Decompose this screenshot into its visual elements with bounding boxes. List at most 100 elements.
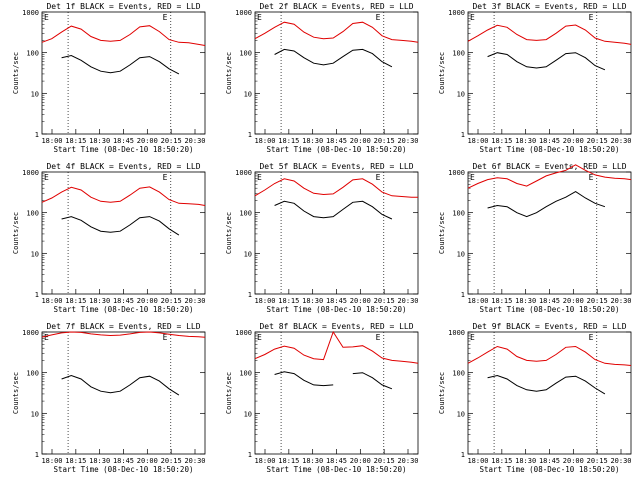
plot-frame xyxy=(467,331,632,455)
y-tick-label: 1000 xyxy=(448,9,465,17)
x-tick-label: 20:00 xyxy=(137,137,158,145)
x-axis-label: Start Time (08-Dec-10 18:50:20) xyxy=(480,465,620,474)
x-tick-label: 18:15 xyxy=(278,297,299,305)
panel-1: Det 1f BLACK = Events, RED = LLD E E 1 10 100… xyxy=(12,2,206,154)
x-tick-label: 18:45 xyxy=(539,457,560,465)
y-axis-label: Counts/sec xyxy=(438,212,446,254)
x-tick-label: 20:30 xyxy=(184,297,205,305)
marker-label: E xyxy=(470,173,475,182)
x-tick-label: 20:30 xyxy=(610,297,631,305)
x-axis-label: Start Time (08-Dec-10 18:50:20) xyxy=(54,465,194,474)
x-tick-label: 20:30 xyxy=(184,137,205,145)
y-tick-label: 1000 xyxy=(448,329,465,337)
x-tick-label: 20:30 xyxy=(397,457,418,465)
marker-label: E xyxy=(163,173,168,182)
panel-title: Det 6f BLACK = Events, RED = LLD xyxy=(472,162,626,171)
x-tick-label: 18:45 xyxy=(113,137,134,145)
events-series-line xyxy=(274,371,393,390)
y-tick-label: 1000 xyxy=(235,169,252,177)
x-tick-label: 20:15 xyxy=(161,457,182,465)
y-tick-label: 1000 xyxy=(235,329,252,337)
x-tick-label: 20:15 xyxy=(587,297,608,305)
marker-label: E xyxy=(44,333,49,342)
panel-title: Det 4f BLACK = Events, RED = LLD xyxy=(46,162,200,171)
x-axis-label: Start Time (08-Dec-10 18:50:20) xyxy=(267,465,407,474)
y-tick-label: 10 xyxy=(244,250,252,258)
panel-8: Det 8f BLACK = Events, RED = LLD E E 1 10 100… xyxy=(225,322,419,474)
lld-series-line xyxy=(467,24,632,45)
panel-4: Det 4f BLACK = Events, RED = LLD E E 1 10 100… xyxy=(12,162,206,314)
y-tick-label: 10 xyxy=(457,90,465,98)
y-tick-label: 10 xyxy=(457,250,465,258)
plot-frame xyxy=(467,11,632,135)
y-tick-label: 10 xyxy=(31,410,39,418)
y-axis-label: Counts/sec xyxy=(438,52,446,94)
y-axis-label: Counts/sec xyxy=(12,52,20,94)
y-tick-label: 1 xyxy=(35,291,39,299)
x-tick-label: 18:00 xyxy=(254,457,275,465)
x-tick-label: 18:30 xyxy=(302,297,323,305)
y-tick-label: 10 xyxy=(457,410,465,418)
y-tick-label: 1 xyxy=(248,291,252,299)
marker-label: E xyxy=(589,13,594,22)
y-tick-label: 1 xyxy=(248,451,252,459)
y-tick-label: 1000 xyxy=(22,329,39,337)
lld-series-line xyxy=(254,330,419,364)
x-axis-label: Start Time (08-Dec-10 18:50:20) xyxy=(54,305,194,314)
x-tick-label: 18:15 xyxy=(491,297,512,305)
lld-series-line xyxy=(467,345,632,366)
x-axis-label: Start Time (08-Dec-10 18:50:20) xyxy=(54,145,194,154)
marker-label: E xyxy=(376,173,381,182)
x-tick-label: 20:00 xyxy=(137,457,158,465)
events-series-line xyxy=(61,374,180,396)
events-series-line xyxy=(487,374,606,395)
panel-title: Det 2f BLACK = Events, RED = LLD xyxy=(259,2,413,11)
marker-label: E xyxy=(44,173,49,182)
marker-label: E xyxy=(589,173,594,182)
x-tick-label: 18:45 xyxy=(326,137,347,145)
panel-7: Det 7f BLACK = Events, RED = LLD E E 1 10 100… xyxy=(12,322,206,474)
y-tick-label: 1 xyxy=(461,291,465,299)
events-series-line xyxy=(61,54,180,75)
x-tick-label: 18:30 xyxy=(89,297,110,305)
x-tick-label: 20:30 xyxy=(184,457,205,465)
x-tick-label: 20:15 xyxy=(587,457,608,465)
plot-frame xyxy=(467,171,632,295)
y-axis-label: Counts/sec xyxy=(438,372,446,414)
x-tick-label: 20:00 xyxy=(563,297,584,305)
panel-title: Det 8f BLACK = Events, RED = LLD xyxy=(259,322,413,331)
y-tick-label: 10 xyxy=(31,90,39,98)
x-tick-label: 20:15 xyxy=(161,297,182,305)
y-axis-label: Counts/sec xyxy=(225,212,233,254)
plot-frame xyxy=(254,11,419,135)
y-tick-label: 1000 xyxy=(22,169,39,177)
events-series-line xyxy=(487,191,606,218)
x-tick-label: 20:15 xyxy=(161,137,182,145)
x-tick-label: 18:00 xyxy=(41,137,62,145)
x-tick-label: 18:00 xyxy=(254,137,275,145)
marker-label: E xyxy=(257,173,262,182)
x-tick-label: 20:30 xyxy=(397,137,418,145)
y-tick-label: 10 xyxy=(244,410,252,418)
x-tick-label: 18:30 xyxy=(515,297,536,305)
y-tick-label: 100 xyxy=(452,370,465,378)
lld-series-line xyxy=(41,25,206,46)
lld-series-line xyxy=(467,164,632,189)
x-tick-label: 20:00 xyxy=(350,457,371,465)
marker-label: E xyxy=(470,13,475,22)
panel-3: Det 3f BLACK = Events, RED = LLD E E 1 10 100… xyxy=(438,2,632,154)
x-tick-label: 18:45 xyxy=(113,297,134,305)
events-series-line xyxy=(274,48,393,68)
plot-frame xyxy=(254,331,419,455)
lld-series-line xyxy=(41,331,206,338)
x-tick-label: 20:15 xyxy=(587,137,608,145)
marker-label: E xyxy=(163,333,168,342)
y-tick-label: 100 xyxy=(26,370,39,378)
x-tick-label: 18:15 xyxy=(65,137,86,145)
x-tick-label: 18:45 xyxy=(113,457,134,465)
x-axis-label: Start Time (08-Dec-10 18:50:20) xyxy=(267,305,407,314)
marker-label: E xyxy=(589,333,594,342)
x-tick-label: 20:30 xyxy=(610,137,631,145)
y-tick-label: 1000 xyxy=(448,169,465,177)
x-tick-label: 20:30 xyxy=(610,457,631,465)
